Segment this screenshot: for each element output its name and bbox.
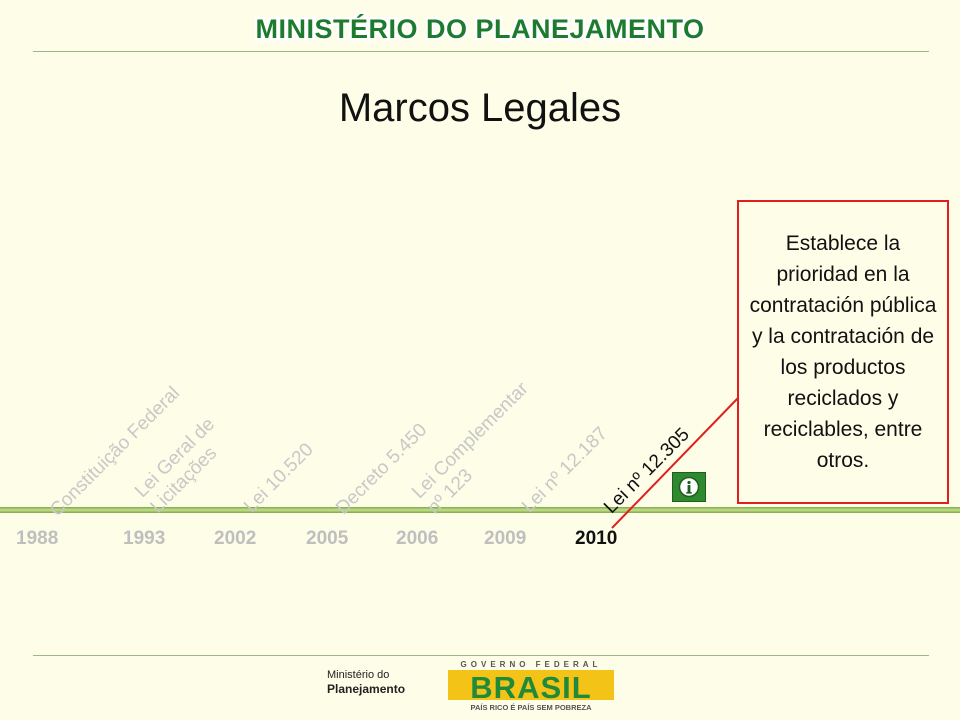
- year-2002: 2002: [214, 528, 257, 549]
- info-button[interactable]: [672, 472, 706, 502]
- callout-box: Establece la prioridad en la contratació…: [737, 200, 949, 504]
- year-2006: 2006: [396, 528, 439, 549]
- header-divider: [33, 51, 929, 52]
- ministry-logo: Ministério do Planejamento: [327, 669, 406, 696]
- timeline-bar: [0, 507, 960, 513]
- year-2005: 2005: [306, 528, 349, 549]
- callout-text: Establece la prioridad en la contratació…: [749, 232, 937, 472]
- year-2009: 2009: [484, 528, 527, 549]
- slide-title: Marcos Legales: [338, 86, 622, 130]
- info-icon: [678, 476, 700, 498]
- ministry-title: MINISTÉRIO DO PLANEJAMENTO MINISTÉRIO DO…: [253, 12, 707, 47]
- ministry-title-text: MINISTÉRIO DO PLANEJAMENTO: [255, 14, 705, 44]
- government-logo-word: BRASIL: [470, 670, 591, 705]
- government-logo-tagline: PAÍS RICO É PAÍS SEM POBREZA: [471, 703, 593, 712]
- brasil-logo-graphic: GOVERNO FEDERAL BRASIL PAÍS RICO É PAÍS …: [448, 660, 614, 712]
- government-logo: GOVERNO FEDERAL BRASIL PAÍS RICO É PAÍS …: [446, 658, 616, 719]
- footer-divider: [33, 655, 929, 656]
- year-1993: 1993: [123, 528, 166, 549]
- year-1988: 1988: [16, 528, 59, 549]
- year-2010: 2010: [575, 528, 618, 549]
- government-logo-top: GOVERNO FEDERAL: [461, 660, 602, 669]
